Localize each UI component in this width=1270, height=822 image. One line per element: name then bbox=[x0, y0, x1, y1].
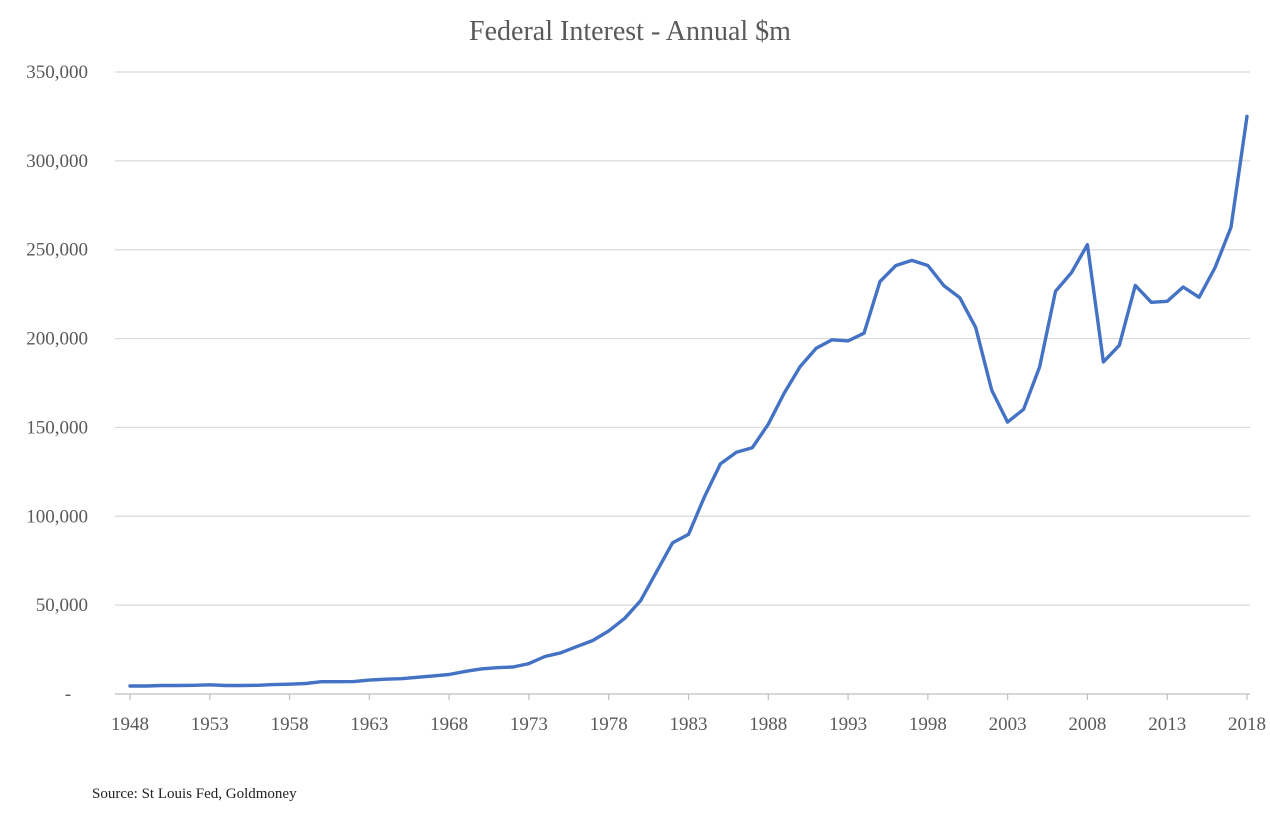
x-tick-label: 2013 bbox=[1148, 714, 1186, 735]
x-tick-label: 1968 bbox=[430, 714, 468, 735]
x-tick-label: 2003 bbox=[989, 714, 1027, 735]
x-tick-label: 1993 bbox=[829, 714, 867, 735]
x-tick-label: 1978 bbox=[590, 714, 628, 735]
gridlines bbox=[115, 71, 1250, 606]
y-tick-label: 150,000 bbox=[26, 417, 88, 438]
x-tick-label: 1958 bbox=[271, 714, 309, 735]
source-note: Source: St Louis Fed, Goldmoney bbox=[92, 786, 297, 802]
x-tick-label: 1983 bbox=[670, 714, 708, 735]
x-axis-ticks: 1948 1953 1958 1963 1968 1973 1978 1983 1988 1993… bbox=[111, 694, 1266, 735]
y-tick-label: 350,000 bbox=[26, 62, 88, 83]
y-tick-label: 200,000 bbox=[26, 329, 88, 350]
y-tick-label: 250,000 bbox=[26, 240, 88, 261]
x-tick-label: 1963 bbox=[350, 714, 388, 735]
chart-title: Federal Interest - Annual $m bbox=[469, 16, 791, 47]
y-tick-label: - bbox=[65, 684, 71, 705]
x-tick-label: 1988 bbox=[749, 714, 787, 735]
x-tick-label: 1973 bbox=[510, 714, 548, 735]
x-tick-label: 1998 bbox=[909, 714, 947, 735]
y-tick-label: 300,000 bbox=[26, 151, 88, 172]
x-tick-label: 1953 bbox=[191, 714, 229, 735]
x-tick-label: 2008 bbox=[1068, 714, 1106, 735]
y-tick-label: 100,000 bbox=[26, 506, 88, 527]
series-line-federal-interest bbox=[128, 114, 1249, 688]
x-tick-label: 2018 bbox=[1228, 714, 1266, 735]
line-chart: Federal Interest - Annual $m - 50,000 100,… bbox=[26, 16, 1266, 735]
y-tick-label: 50,000 bbox=[36, 595, 88, 616]
x-tick-label: 1948 bbox=[111, 714, 149, 735]
y-axis-ticks: - 50,000 100,000 150,000 200,000 250,000 300,0… bbox=[26, 62, 88, 705]
